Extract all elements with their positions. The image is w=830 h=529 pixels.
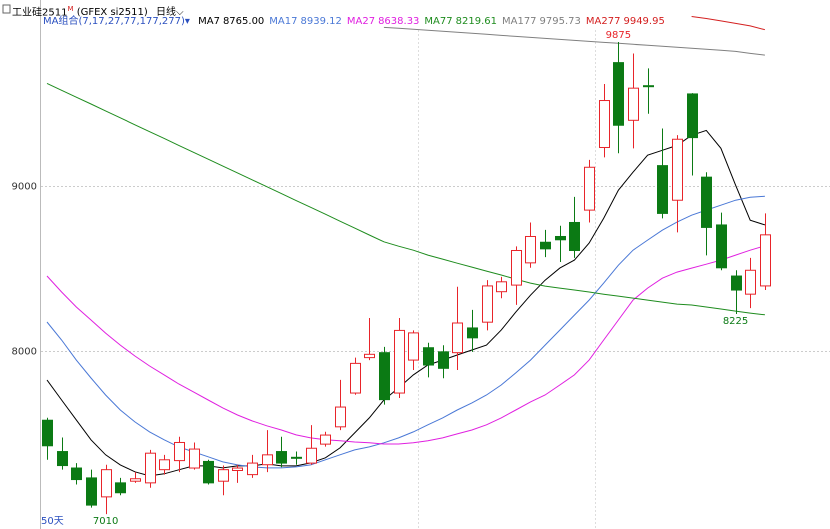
legend-entry: MA177 9795.73: [502, 16, 581, 27]
candle-body: [203, 460, 214, 484]
candle-body: [525, 235, 536, 264]
candle-body: [555, 235, 566, 241]
candle-body: [716, 224, 727, 269]
legend-entry: MA17 8939.12: [269, 16, 342, 27]
candle-body: [482, 285, 493, 323]
candle-body: [232, 467, 243, 471]
candle-body: [423, 347, 434, 366]
candle-body: [306, 447, 317, 464]
subtitle: (GFEX si2511): [76, 7, 148, 19]
legend-value: 8765.00: [222, 16, 265, 27]
candle-body: [42, 419, 53, 447]
window-icon[interactable]: [2, 4, 11, 14]
candle-body: [657, 165, 668, 214]
legend-name: MA7: [198, 16, 220, 27]
candle-body: [130, 478, 141, 482]
candle-body: [394, 329, 405, 394]
ma-line: [46, 245, 766, 445]
candle-body: [71, 467, 82, 481]
candle-body: [496, 281, 507, 293]
candle-body: [57, 451, 68, 467]
candle-body: [584, 166, 595, 211]
candle-body: [174, 441, 185, 462]
legend-value: 9949.95: [623, 16, 665, 27]
legend-name: MA27: [346, 16, 376, 27]
candle-body: [350, 362, 361, 394]
candle-body: [438, 351, 449, 369]
ma-line: [46, 82, 765, 316]
ma-line: [46, 129, 766, 477]
candle-body: [101, 469, 112, 498]
legend-name: MA277: [585, 16, 621, 27]
candle-body: [569, 221, 580, 251]
candle-body: [511, 249, 522, 286]
title: 工业硅2511: [12, 7, 68, 19]
legend-entry: MA77 8219.61: [424, 16, 497, 27]
candle-body: [262, 454, 273, 466]
legend-entry: MA7 8765.00: [198, 16, 264, 27]
candle-body: [86, 477, 97, 506]
candle-body: [379, 352, 390, 401]
candle-body: [335, 406, 346, 428]
candle-body: [291, 456, 302, 459]
candle-body: [320, 434, 331, 445]
candle-body: [247, 462, 258, 476]
ma-line: [383, 26, 765, 56]
candle-body: [364, 353, 375, 359]
candle-body: [145, 452, 156, 484]
low-annotation: 7010: [93, 516, 118, 527]
candle-body: [467, 327, 478, 339]
high-annotation: 9875: [606, 30, 631, 41]
candle-body: [628, 87, 639, 121]
candle-body: [731, 275, 742, 291]
low-annotation: 8225: [723, 316, 748, 327]
candle-body: [687, 93, 698, 139]
legend-name: MA17: [269, 16, 298, 27]
candle-body: [276, 451, 287, 464]
y-tick-label: 8000: [12, 347, 37, 358]
legend-value: 8939.12: [300, 16, 342, 27]
candle-body: [189, 448, 200, 469]
candle-body: [613, 62, 624, 126]
candle-body: [701, 176, 712, 228]
candle-body: [599, 100, 610, 148]
indicator-bar: MA组合(7,17,27,77,177,277)▾ MA7 8765.00 MA17…: [43, 16, 670, 28]
period-selector[interactable]: 日线⌵: [155, 7, 184, 19]
legend-name: MA77: [424, 16, 453, 27]
period: 日线: [155, 7, 176, 19]
candle-body: [643, 85, 654, 88]
candle-body: [408, 332, 419, 361]
candle-body: [745, 269, 756, 295]
legend-value: 8219.61: [455, 16, 497, 27]
ma-line: [46, 195, 765, 469]
legend-value: 8638.33: [378, 16, 420, 27]
y-tick-label: 9000: [12, 182, 37, 193]
range-label: 50天: [41, 516, 64, 527]
header: 工业硅2511M (GFEX si2511) 日线⌵: [12, 3, 189, 19]
candle-body: [218, 469, 229, 482]
legend-entry: MA27 8638.33: [347, 16, 420, 27]
candle-body: [540, 241, 551, 250]
candle-body: [672, 138, 683, 201]
candle-body: [452, 322, 463, 354]
ma-line: [691, 16, 766, 31]
legend-entry: MA277 9949.95: [586, 16, 665, 27]
indicator: MA组合(7,17,27,77,177,277): [43, 16, 185, 27]
title-mark: M: [67, 5, 74, 13]
indicator-selector[interactable]: MA组合(7,17,27,77,177,277)▾: [43, 16, 190, 27]
candle-body: [115, 482, 126, 494]
legend-value: 9795.73: [539, 16, 581, 27]
candle-body: [760, 234, 771, 287]
plot-area: [42, 16, 771, 515]
legend-name: MA177: [501, 16, 537, 27]
candle-body: [159, 459, 170, 471]
